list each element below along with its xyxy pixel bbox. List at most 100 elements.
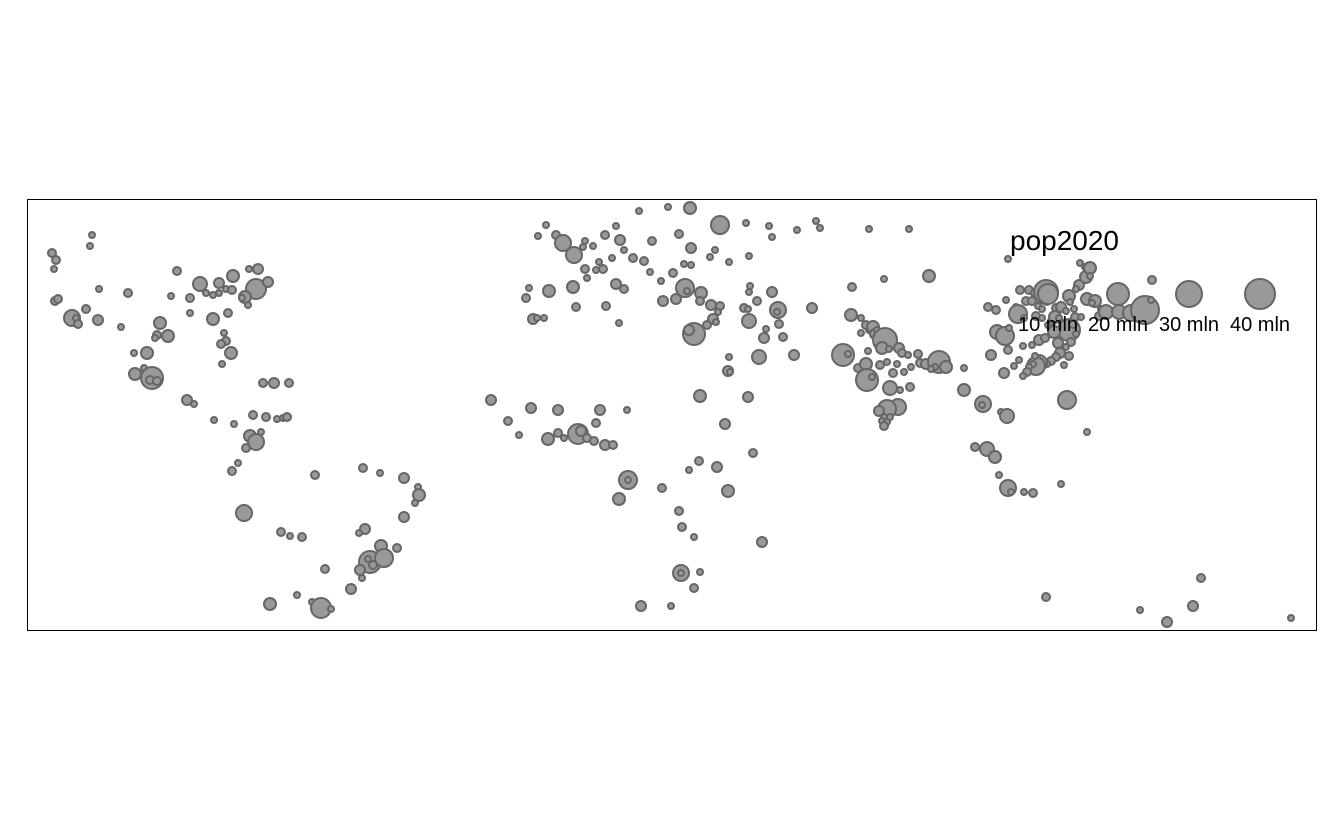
legend-items: 10 mln 20 mln 30 mln 40 mln xyxy=(1018,278,1290,336)
city-symbol xyxy=(773,308,781,316)
city-symbol xyxy=(355,529,363,537)
city-symbol xyxy=(647,236,657,246)
city-symbol xyxy=(1003,345,1013,355)
city-symbol xyxy=(258,378,268,388)
city-symbol xyxy=(1015,285,1025,295)
city-symbol xyxy=(293,591,301,599)
city-symbol xyxy=(398,511,410,523)
city-symbol xyxy=(153,316,167,330)
city-symbol xyxy=(224,346,238,360)
city-symbol xyxy=(152,376,162,386)
city-symbol xyxy=(241,443,251,453)
city-symbol xyxy=(960,364,968,372)
city-symbol xyxy=(844,350,852,358)
city-symbol xyxy=(515,431,523,439)
city-symbol xyxy=(244,301,252,309)
city-symbol xyxy=(1066,337,1076,347)
city-symbol xyxy=(608,440,618,450)
city-symbol xyxy=(541,432,555,446)
city-symbol xyxy=(812,217,820,225)
city-symbol xyxy=(411,499,419,507)
city-symbol xyxy=(752,296,762,306)
city-symbol xyxy=(128,367,142,381)
city-symbol xyxy=(619,284,629,294)
city-symbol xyxy=(847,282,857,292)
city-symbol xyxy=(620,246,628,254)
city-symbol xyxy=(95,285,103,293)
city-symbol xyxy=(1015,356,1023,364)
city-symbol xyxy=(702,320,712,330)
city-symbol xyxy=(247,433,265,451)
city-symbol xyxy=(694,456,704,466)
city-symbol xyxy=(674,506,684,516)
city-symbol xyxy=(765,222,773,230)
city-symbol xyxy=(234,459,242,467)
city-symbol xyxy=(693,389,707,403)
city-symbol xyxy=(683,324,695,336)
city-symbol xyxy=(756,536,768,548)
city-symbol xyxy=(778,332,788,342)
city-symbol xyxy=(358,574,366,582)
city-symbol xyxy=(81,304,91,314)
city-symbol xyxy=(1019,342,1027,350)
city-symbol xyxy=(1060,361,1068,369)
city-symbol xyxy=(88,231,96,239)
city-symbol xyxy=(262,276,274,288)
city-symbol xyxy=(683,287,691,295)
city-symbol xyxy=(745,252,753,260)
city-symbol xyxy=(261,412,271,422)
city-symbol xyxy=(1057,390,1077,410)
city-symbol xyxy=(1019,372,1027,380)
city-symbol xyxy=(503,416,513,426)
legend-symbol xyxy=(1037,283,1059,305)
city-symbol xyxy=(216,339,226,349)
city-symbol xyxy=(623,406,631,414)
city-symbol xyxy=(589,242,597,250)
city-symbol xyxy=(1057,480,1065,488)
city-symbol xyxy=(589,436,599,446)
city-symbol xyxy=(1040,333,1050,343)
city-symbol xyxy=(53,294,63,304)
city-symbol xyxy=(711,246,719,254)
city-symbol xyxy=(560,434,568,442)
city-symbol xyxy=(1010,362,1018,370)
city-symbol xyxy=(591,418,601,428)
city-symbol xyxy=(192,276,208,292)
city-symbol xyxy=(896,386,904,394)
city-symbol xyxy=(725,258,733,266)
city-symbol xyxy=(580,264,590,274)
city-symbol xyxy=(635,207,643,215)
city-symbol xyxy=(670,293,682,305)
city-symbol xyxy=(639,256,649,266)
city-symbol xyxy=(392,543,402,553)
city-symbol xyxy=(614,234,626,246)
city-symbol xyxy=(600,230,610,240)
city-symbol xyxy=(628,253,638,263)
city-symbol xyxy=(238,294,246,302)
city-symbol xyxy=(521,293,531,303)
city-symbol xyxy=(1062,307,1070,315)
city-symbol xyxy=(161,329,175,343)
city-symbol xyxy=(1002,296,1010,304)
city-symbol xyxy=(758,332,770,344)
city-symbol xyxy=(190,400,198,408)
city-symbol xyxy=(1062,343,1070,351)
city-symbol xyxy=(327,605,335,613)
city-symbol xyxy=(485,394,497,406)
city-symbol xyxy=(1052,337,1064,349)
city-symbol xyxy=(983,302,993,312)
city-symbol xyxy=(1038,314,1046,322)
city-symbol xyxy=(412,488,426,502)
city-symbol xyxy=(880,275,888,283)
city-symbol xyxy=(742,219,750,227)
city-symbol xyxy=(297,532,307,542)
city-symbol xyxy=(913,349,923,359)
city-symbol xyxy=(687,261,695,269)
city-symbol xyxy=(689,583,699,593)
city-symbol xyxy=(1005,324,1013,332)
city-symbol xyxy=(235,504,253,522)
city-symbol xyxy=(788,349,800,361)
city-symbol xyxy=(883,358,891,366)
city-symbol xyxy=(657,295,669,307)
city-symbol xyxy=(181,394,193,406)
